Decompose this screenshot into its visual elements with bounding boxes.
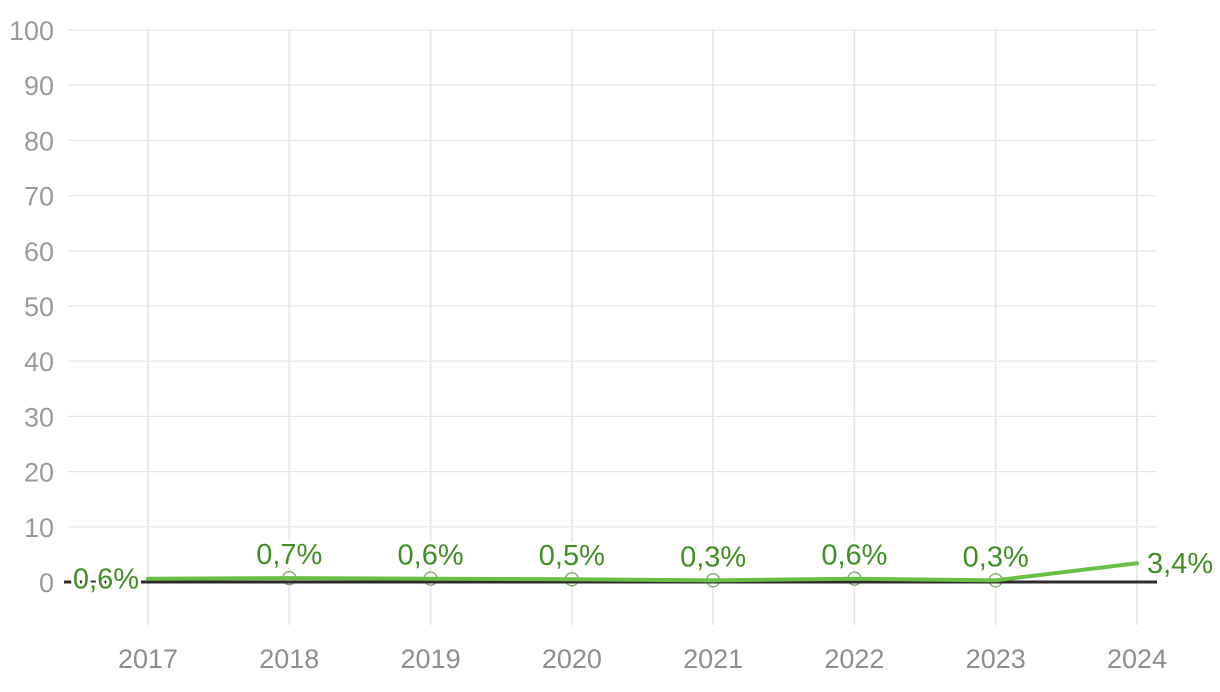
- x-tick-label: 2021: [683, 644, 743, 674]
- y-tick-label: 20: [24, 458, 54, 488]
- series-line: [146, 561, 1139, 583]
- y-tick-label: 50: [24, 292, 54, 322]
- y-tick-label: 0: [39, 568, 54, 598]
- data-point-label: 0,3%: [680, 541, 746, 573]
- data-point-label: 3,4%: [1147, 548, 1213, 580]
- data-point-label: 0,5%: [539, 540, 605, 572]
- data-point-label: 0,6%: [398, 540, 464, 572]
- data-point-label: 0,3%: [963, 541, 1029, 573]
- y-tick-label: 90: [24, 71, 54, 101]
- y-tick-label: 80: [24, 126, 54, 156]
- x-tick-label: 2023: [966, 644, 1026, 674]
- data-point-label: 0,6%: [821, 540, 887, 572]
- data-point-label: 0,6%: [73, 564, 139, 596]
- x-tick-label: 2019: [401, 644, 461, 674]
- y-tick-label: 60: [24, 237, 54, 267]
- x-tick-label: 2020: [542, 644, 602, 674]
- y-tick-label: 40: [24, 347, 54, 377]
- x-tick-label: 2022: [824, 644, 884, 674]
- y-tick-label: 100: [9, 16, 54, 46]
- x-tick-label: 2017: [118, 644, 178, 674]
- data-point-label: 0,7%: [256, 539, 322, 571]
- y-tick-label: 30: [24, 402, 54, 432]
- x-tick-label: 2018: [259, 644, 319, 674]
- y-tick-label: 70: [24, 182, 54, 212]
- y-tick-label: 10: [24, 513, 54, 543]
- x-tick-label: 2024: [1107, 644, 1167, 674]
